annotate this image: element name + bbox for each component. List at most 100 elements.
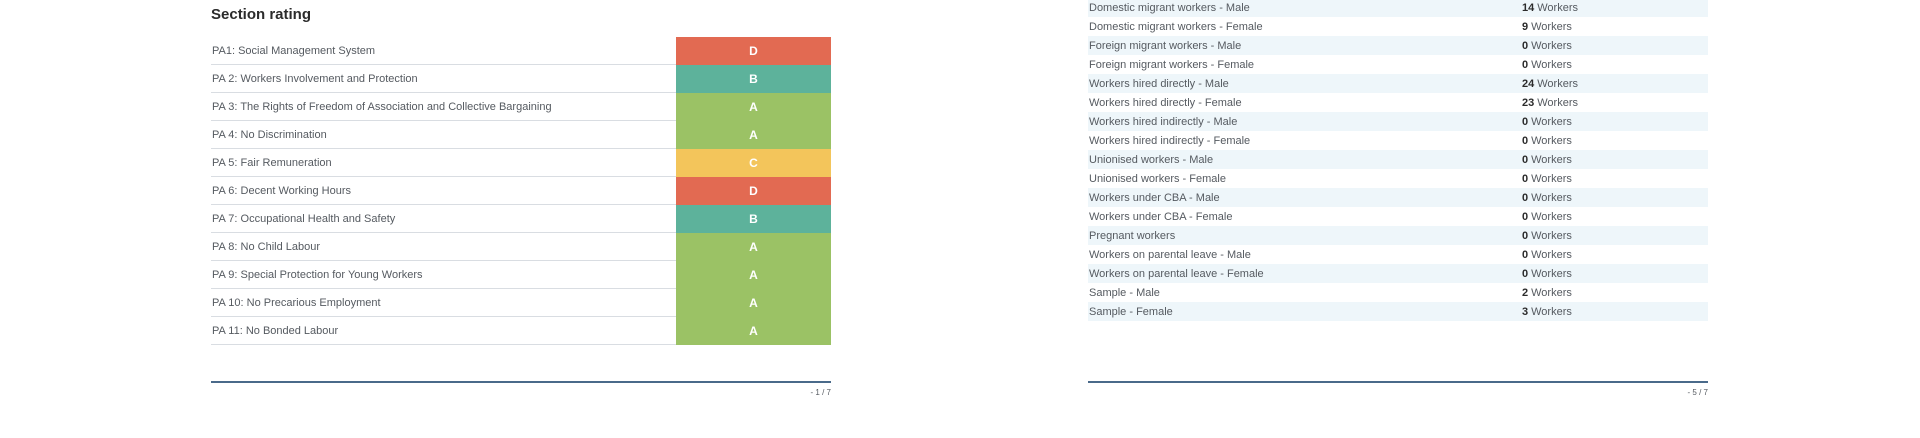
- rating-label: PA 3: The Rights of Freedom of Associati…: [212, 100, 552, 113]
- worker-stat-unit: Workers: [1537, 96, 1578, 109]
- worker-stat-row: Domestic migrant workers - Male 14 Workers: [1088, 0, 1708, 17]
- worker-stat-label: Workers under CBA - Female: [1089, 210, 1233, 223]
- workers-table: Domestic migrant workers - Male 14 Workers…: [1088, 0, 1708, 321]
- worker-stat-count: 9: [1522, 20, 1529, 33]
- rating-row: PA1: Social Management System D: [211, 37, 831, 65]
- page-number: - 1 / 7: [810, 388, 831, 397]
- rating-grade-badge: B: [676, 205, 831, 233]
- worker-stat-count: 0: [1522, 115, 1529, 128]
- rating-row: PA 8: No Child Labour A: [211, 233, 831, 261]
- worker-stat-row: Foreign migrant workers - Male 0 Workers: [1088, 36, 1708, 55]
- section-title: Section rating: [211, 6, 312, 23]
- worker-stat-count: 0: [1522, 229, 1529, 242]
- rating-label: PA 7: Occupational Health and Safety: [212, 212, 396, 225]
- worker-stat-row: Workers hired directly - Female 23 Workers: [1088, 93, 1708, 112]
- worker-stat-label: Domestic migrant workers - Male: [1089, 1, 1250, 14]
- rating-grade-badge: D: [676, 177, 831, 205]
- worker-stat-label: Sample - Female: [1089, 305, 1173, 318]
- section-rating-table: PA1: Social Management System D PA 2: Work…: [211, 37, 831, 345]
- rating-label: PA 9: Special Protection for Young Worke…: [212, 268, 423, 281]
- worker-stat-label: Workers hired directly - Male: [1089, 77, 1229, 90]
- worker-stat-count: 2: [1522, 286, 1529, 299]
- worker-stat-label: Workers hired directly - Female: [1089, 96, 1242, 109]
- worker-stat-count: 0: [1522, 248, 1529, 261]
- worker-stat-unit: Workers: [1531, 172, 1572, 185]
- worker-stat-count: 14: [1522, 1, 1535, 14]
- rating-label: PA1: Social Management System: [212, 44, 376, 57]
- worker-stat-label: Domestic migrant workers - Female: [1089, 20, 1263, 33]
- rating-grade-badge: A: [676, 289, 831, 317]
- worker-stat-label: Workers on parental leave - Male: [1089, 248, 1251, 261]
- worker-stat-count: 0: [1522, 172, 1529, 185]
- rating-label: PA 10: No Precarious Employment: [212, 296, 381, 309]
- worker-stat-unit: Workers: [1531, 248, 1572, 261]
- worker-stat-label: Workers under CBA - Male: [1089, 191, 1220, 204]
- worker-stat-count: 0: [1522, 210, 1529, 223]
- worker-stat-row: Workers hired indirectly - Female 0 Worker…: [1088, 131, 1708, 150]
- rating-label: PA 5: Fair Remuneration: [212, 156, 332, 169]
- rating-row: PA 5: Fair Remuneration C: [211, 149, 831, 177]
- rating-row: PA 11: No Bonded Labour A: [211, 317, 831, 345]
- rating-label: PA 6: Decent Working Hours: [212, 184, 351, 197]
- worker-stat-label: Foreign migrant workers - Female: [1089, 58, 1255, 71]
- rating-label: PA 11: No Bonded Labour: [212, 324, 339, 337]
- page-number: - 5 / 7: [1687, 388, 1708, 397]
- worker-stat-row: Workers under CBA - Male 0 Workers: [1088, 188, 1708, 207]
- rating-grade-badge: A: [676, 317, 831, 345]
- rating-row: PA 4: No Discrimination A: [211, 121, 831, 149]
- worker-stat-count: 0: [1522, 267, 1529, 280]
- worker-stat-row: Workers on parental leave - Male 0 Workers: [1088, 245, 1708, 264]
- worker-stat-unit: Workers: [1531, 39, 1572, 52]
- worker-stat-unit: Workers: [1531, 229, 1572, 242]
- worker-stat-unit: Workers: [1531, 267, 1572, 280]
- worker-stat-unit: Workers: [1531, 134, 1572, 147]
- worker-stat-label: Sample - Male: [1089, 286, 1160, 299]
- rating-grade-badge: A: [676, 233, 831, 261]
- worker-stat-unit: Workers: [1531, 115, 1572, 128]
- worker-stat-row: Foreign migrant workers - Female 0 Workers: [1088, 55, 1708, 74]
- worker-stat-label: Workers hired indirectly - Female: [1089, 134, 1251, 147]
- rating-grade-badge: C: [676, 149, 831, 177]
- worker-stat-row: Workers on parental leave - Female 0 Worke…: [1088, 264, 1708, 283]
- worker-stat-count: 24: [1522, 77, 1535, 90]
- page-footer-divider: [211, 381, 831, 383]
- worker-stat-unit: Workers: [1531, 191, 1572, 204]
- report-page-5: Domestic migrant workers - Male 14 Workers…: [1088, 0, 1708, 438]
- worker-stat-count: 0: [1522, 153, 1529, 166]
- worker-stat-unit: Workers: [1537, 1, 1578, 14]
- worker-stat-unit: Workers: [1531, 58, 1572, 71]
- worker-stat-unit: Workers: [1531, 305, 1572, 318]
- rating-grade-badge: B: [676, 65, 831, 93]
- worker-stat-unit: Workers: [1531, 20, 1572, 33]
- rating-row: PA 3: The Rights of Freedom of Associati…: [211, 93, 831, 121]
- worker-stat-unit: Workers: [1537, 77, 1578, 90]
- worker-stat-row: Sample - Male 2 Workers: [1088, 283, 1708, 302]
- worker-stat-unit: Workers: [1531, 153, 1572, 166]
- rating-label: PA 8: No Child Labour: [212, 240, 321, 253]
- worker-stat-row: Workers hired directly - Male 24 Workers: [1088, 74, 1708, 93]
- worker-stat-row: Workers hired indirectly - Male 0 Workers: [1088, 112, 1708, 131]
- worker-stat-count: 0: [1522, 134, 1529, 147]
- worker-stat-row: Pregnant workers 0 Workers: [1088, 226, 1708, 245]
- worker-stat-label: Unionised workers - Male: [1089, 153, 1214, 166]
- worker-stat-label: Foreign migrant workers - Male: [1089, 39, 1242, 52]
- worker-stat-row: Unionised workers - Male 0 Workers: [1088, 150, 1708, 169]
- rating-grade-badge: A: [676, 121, 831, 149]
- rating-grade-badge: A: [676, 261, 831, 289]
- report-page-1: Section rating PA1: Social Management Sy…: [211, 0, 831, 438]
- worker-stat-unit: Workers: [1531, 286, 1572, 299]
- rating-row: PA 10: No Precarious Employment A: [211, 289, 831, 317]
- worker-stat-row: Sample - Female 3 Workers: [1088, 302, 1708, 321]
- worker-stat-count: 23: [1522, 96, 1535, 109]
- worker-stat-row: Unionised workers - Female 0 Workers: [1088, 169, 1708, 188]
- rating-grade-badge: D: [676, 37, 831, 65]
- rating-label: PA 2: Workers Involvement and Protection: [212, 72, 418, 85]
- worker-stat-label: Unionised workers - Female: [1089, 172, 1226, 185]
- rating-row: PA 7: Occupational Health and Safety B: [211, 205, 831, 233]
- rating-row: PA 9: Special Protection for Young Worke…: [211, 261, 831, 289]
- worker-stat-count: 0: [1522, 58, 1529, 71]
- rating-row: PA 6: Decent Working Hours D: [211, 177, 831, 205]
- worker-stat-count: 0: [1522, 191, 1529, 204]
- worker-stat-label: Pregnant workers: [1089, 229, 1176, 242]
- worker-stat-row: Workers under CBA - Female 0 Workers: [1088, 207, 1708, 226]
